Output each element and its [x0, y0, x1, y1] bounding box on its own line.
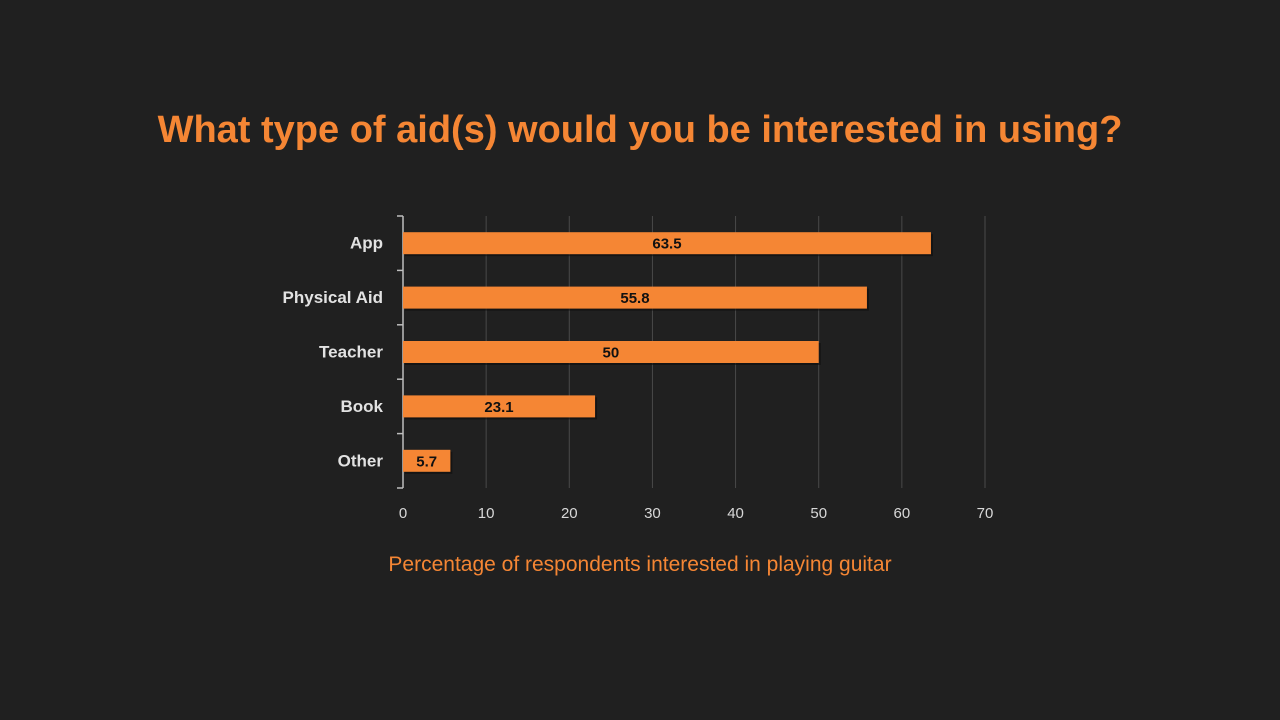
- category-label: App: [350, 234, 383, 253]
- data-label: 50: [603, 345, 620, 362]
- x-tick-label: 60: [894, 505, 911, 522]
- data-label: 63.5: [652, 236, 681, 253]
- x-tick-label: 0: [399, 505, 407, 522]
- category-label: Teacher: [319, 343, 383, 362]
- x-tick-label: 30: [644, 505, 661, 522]
- bar-book: [403, 395, 596, 418]
- bar-other: [403, 449, 451, 472]
- x-tick-label: 50: [810, 505, 827, 522]
- data-label: 23.1: [484, 399, 513, 416]
- data-label: 5.7: [416, 453, 437, 470]
- category-label: Other: [338, 451, 384, 470]
- category-label: Physical Aid: [283, 288, 383, 307]
- bar-app: [403, 232, 931, 255]
- x-tick-label: 70: [977, 505, 994, 522]
- category-label: Book: [341, 397, 384, 416]
- x-tick-label: 20: [561, 505, 578, 522]
- data-label: 55.8: [620, 290, 649, 307]
- x-tick-label: 10: [478, 505, 495, 522]
- bar-teacher: [403, 341, 819, 363]
- slide-title: What type of aid(s) would you be interes…: [157, 109, 1123, 151]
- x-axis-title: Percentage of respondents interested in …: [388, 553, 891, 576]
- bar-physical-aid: [403, 286, 867, 309]
- x-tick-label: 40: [727, 505, 744, 522]
